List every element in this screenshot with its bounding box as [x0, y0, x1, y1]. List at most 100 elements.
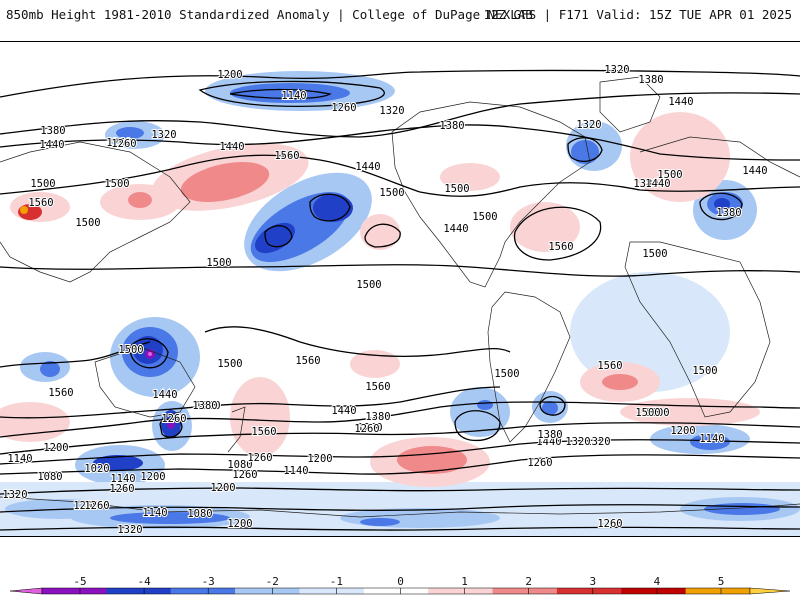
contour-label: 1260	[160, 412, 187, 426]
contour-label: 1560	[47, 386, 74, 400]
contour-label: 1440	[38, 138, 65, 152]
contour-label: 1260	[596, 517, 623, 531]
contour-label: 1380	[39, 124, 66, 138]
contour-label: 1260	[231, 468, 258, 482]
contour-label-text: 1260	[84, 500, 109, 512]
height-contours	[0, 69, 800, 531]
contour-label-text: 1500	[217, 358, 242, 370]
contour-label-text: 1500	[379, 187, 404, 199]
contour-label-text: 1200	[43, 442, 68, 454]
colorbar-segment	[235, 588, 300, 594]
contour-label: 1380	[438, 119, 465, 133]
contour-label-text: 1440	[668, 96, 693, 108]
contour-label-text: 1560	[48, 387, 73, 399]
contour-label-text: 1260	[161, 413, 186, 425]
colorbar-tick-label: -3	[201, 575, 215, 588]
contour-label: 1500	[634, 406, 661, 420]
colorbar-tick-label: -4	[137, 575, 151, 588]
contour-label: 1260	[108, 482, 135, 496]
colorbar-tick-label: -1	[329, 575, 344, 588]
contour-label-text: 1380	[716, 207, 741, 219]
contour-label-text: 1500	[494, 368, 519, 380]
contour-label-text: 1380	[638, 74, 663, 86]
colorbar-tick-label: 5	[717, 575, 725, 588]
colorbar-segment	[685, 588, 751, 594]
colorbar-tick-label: 1	[461, 575, 468, 588]
coastlines	[0, 76, 800, 518]
contour-label: 1260	[356, 421, 383, 435]
colorbar-segment	[299, 588, 365, 594]
contour-label: 1440	[741, 164, 768, 178]
contour-label: 1260	[526, 456, 553, 470]
map-title: 850mb Height 1981-2010 Standardized Anom…	[6, 7, 533, 22]
contour-label: 1560	[250, 425, 277, 439]
contour-label-text: 1440	[39, 139, 64, 151]
contour-label-text: 1080	[187, 508, 212, 520]
contour-label: 1200	[139, 470, 166, 484]
anomaly-map: 1320138012001140126012601320138014401440…	[0, 63, 800, 536]
contour-label: 1320	[564, 435, 591, 449]
contour-label-text: 1260	[527, 457, 552, 469]
contour-label: 1260	[105, 136, 132, 150]
contour-label: 1200	[216, 68, 243, 82]
contour-label-text: 1380	[439, 120, 464, 132]
contour-label-text: 1320	[117, 524, 142, 536]
contour-label: 1500	[691, 364, 718, 378]
contour-label: 1260	[83, 499, 110, 513]
contour-label-text: 1320	[576, 119, 601, 131]
contour-label: 1200	[306, 452, 333, 466]
contour-label-text: 1500	[635, 407, 660, 419]
contour-label-text: 1440	[331, 405, 356, 417]
contour-label: 1440	[667, 95, 694, 109]
colorbar-tick-label: 2	[525, 575, 532, 588]
contour-label-text: 1380	[195, 400, 220, 412]
contour-label-text: 1560	[548, 241, 573, 253]
contour-label-text: 1440	[152, 389, 177, 401]
contour-label: 1500	[656, 168, 683, 182]
colorbar-segment	[556, 588, 622, 594]
colorbar	[0, 566, 800, 600]
contour-label: 1560	[294, 354, 321, 368]
contour-label-text: 1320	[604, 64, 629, 76]
contour-label-text: 1260	[597, 518, 622, 530]
contour-label: 1500	[205, 256, 232, 270]
colorbar-tick-label: -2	[265, 575, 279, 588]
contour-label: 1440	[218, 140, 245, 154]
contour-label: 1440	[535, 435, 562, 449]
contour-label: 1260	[246, 451, 273, 465]
colorbar-segment	[106, 588, 172, 594]
colorbar-tick-label: 4	[653, 575, 661, 588]
contour-label: 1140	[6, 452, 33, 466]
contour-label: 1380	[637, 73, 664, 87]
contour-label-text: 1200	[217, 69, 242, 81]
contour-label: 1080	[36, 470, 63, 484]
colorbar-segment	[363, 588, 429, 594]
contour-label: 1560	[27, 196, 54, 210]
contour-label-text: 1260	[354, 423, 379, 435]
contour-label-text: 1560	[274, 150, 299, 162]
contour-label: 1500	[443, 182, 470, 196]
contour-label: 1440	[442, 222, 469, 236]
contour-label-text: 1500	[642, 248, 667, 260]
contour-label-text: 1500	[657, 169, 682, 181]
anomaly-shading	[0, 71, 800, 536]
colorbar-low-extend	[9, 587, 43, 595]
contour-label: 1500	[29, 177, 56, 191]
contour-label: 1560	[273, 149, 300, 163]
contour-label-text: 1380	[537, 429, 562, 441]
contour-label: 1320	[584, 435, 611, 449]
contour-label-text: 1560	[28, 197, 53, 209]
contour-label: 1320	[378, 104, 405, 118]
contour-label: 1380	[632, 177, 659, 191]
contour-label: 1500	[378, 186, 405, 200]
contour-label: 1380	[536, 428, 563, 442]
contour-label-text: 1320	[585, 436, 610, 448]
contour-label: 1440	[151, 388, 178, 402]
contour-label-text: 1500	[118, 344, 143, 356]
contour-label: 1500	[103, 177, 130, 191]
contour-label-text: 1440	[536, 436, 561, 448]
contour-label-text: 1200	[73, 500, 98, 512]
contour-label: 1140	[698, 432, 725, 446]
colorbar-tick-label: -5	[73, 575, 87, 588]
contour-label-text: 1200	[210, 482, 235, 494]
